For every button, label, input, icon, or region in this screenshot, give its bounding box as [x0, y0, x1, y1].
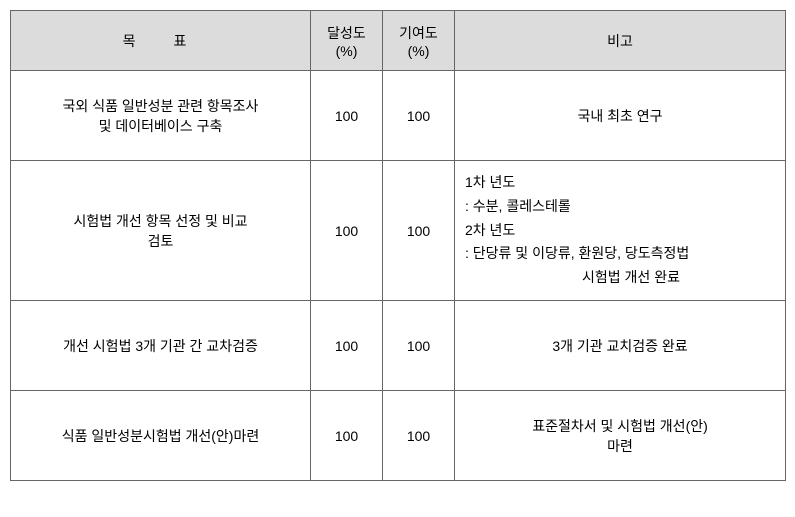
remark-line: : 수분, 콜레스테롤 [465, 198, 571, 214]
cell-contribution: 100 [383, 391, 455, 481]
cell-contribution: 100 [383, 71, 455, 161]
header-goal-text: 목 표 [123, 33, 199, 49]
remark-line: 1차 년도 [465, 174, 515, 190]
header-achievement: 달성도 (%) [311, 11, 383, 71]
table-body: 국외 식품 일반성분 관련 항목조사 및 데이터베이스 구축 100 100 국… [11, 71, 786, 481]
cell-achievement: 100 [311, 301, 383, 391]
cell-contribution: 100 [383, 161, 455, 301]
table-row: 개선 시험법 3개 기관 간 교차검증 100 100 3개 기관 교치검증 완… [11, 301, 786, 391]
cell-contribution: 100 [383, 301, 455, 391]
cell-remark: 3개 기관 교치검증 완료 [455, 301, 786, 391]
table-row: 국외 식품 일반성분 관련 항목조사 및 데이터베이스 구축 100 100 국… [11, 71, 786, 161]
cell-achievement: 100 [311, 71, 383, 161]
cell-achievement: 100 [311, 161, 383, 301]
table-row: 시험법 개선 항목 선정 및 비교 검토 100 100 1차 년도 : 수분,… [11, 161, 786, 301]
goals-table: 목 표 달성도 (%) 기여도 (%) 비고 국외 식품 일반성분 관련 항목조… [10, 10, 786, 481]
cell-goal: 국외 식품 일반성분 관련 항목조사 및 데이터베이스 구축 [11, 71, 311, 161]
cell-remark: 표준절차서 및 시험법 개선(안) 마련 [455, 391, 786, 481]
cell-goal: 시험법 개선 항목 선정 및 비교 검토 [11, 161, 311, 301]
remark-line: : 단당류 및 이당류, 환원당, 당도측정법 [465, 245, 689, 261]
header-contribution: 기여도 (%) [383, 11, 455, 71]
header-remark: 비고 [455, 11, 786, 71]
cell-remark: 1차 년도 : 수분, 콜레스테롤 2차 년도 : 단당류 및 이당류, 환원당… [455, 161, 786, 301]
table-header: 목 표 달성도 (%) 기여도 (%) 비고 [11, 11, 786, 71]
cell-achievement: 100 [311, 391, 383, 481]
cell-goal: 개선 시험법 3개 기관 간 교차검증 [11, 301, 311, 391]
remark-indent: 시험법 개선 완료 [465, 266, 779, 290]
remark-line: 2차 년도 [465, 222, 515, 238]
header-goal: 목 표 [11, 11, 311, 71]
cell-goal: 식품 일반성분시험법 개선(안)마련 [11, 391, 311, 481]
header-row: 목 표 달성도 (%) 기여도 (%) 비고 [11, 11, 786, 71]
cell-remark: 국내 최초 연구 [455, 71, 786, 161]
table-row: 식품 일반성분시험법 개선(안)마련 100 100 표준절차서 및 시험법 개… [11, 391, 786, 481]
